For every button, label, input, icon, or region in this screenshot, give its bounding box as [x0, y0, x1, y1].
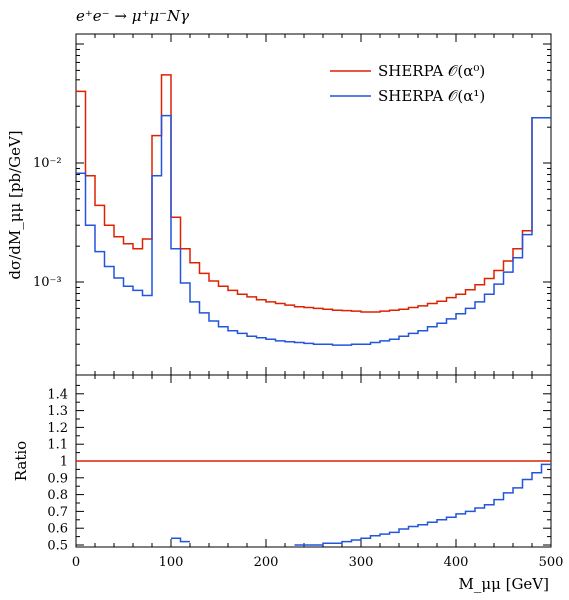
- ratio-panel: 0 100 200 300 400 500 0.5 0.6 0.7 0.8 0.91 1.1 1.2 1.…: [12, 374, 563, 593]
- main-axis-ticks: [75, 34, 552, 375]
- main-plot-frame: [75, 33, 552, 376]
- x-axis-title: M_μμ [GeV]: [458, 575, 549, 593]
- y-tick-label-ratio: 1: [60, 455, 68, 470]
- y-axis-title: dσ/dM_μμ [pb/GeV]: [6, 130, 24, 279]
- y-tick-label-ratio: 1.2: [47, 421, 68, 436]
- legend: SHERPA 𝒪(α⁰) SHERPA 𝒪(α¹): [330, 62, 485, 105]
- ratio-axis-ticks: 0 100 200 300 400 500 0.5 0.6 0.7 0.8 0.91 1.1 1.2 1.…: [47, 375, 563, 570]
- y-tick-label-ratio: 1.4: [47, 387, 68, 402]
- y-tick-label-ratio: 0.8: [47, 488, 68, 503]
- y-tick-label-ratio: 0.9: [47, 471, 68, 486]
- legend-label-alpha1: SHERPA 𝒪(α¹): [378, 87, 485, 105]
- main-panel: 10⁻² 10⁻³ dσ/dM_μμ [pb/GeV] SHERPA 𝒪(α⁰)…: [6, 33, 552, 376]
- ratio-y-axis-title: Ratio: [12, 441, 30, 481]
- x-tick-label: 0: [72, 555, 80, 570]
- series-line-main-0: [76, 74, 551, 313]
- y-tick-label-ratio: 0.5: [47, 539, 68, 554]
- ratio-series-group: [76, 460, 551, 546]
- chart-title: e⁺e⁻ → μ⁺μ⁻Nγ: [76, 7, 189, 25]
- x-tick-label: 100: [159, 555, 184, 570]
- x-tick-label: 500: [539, 555, 564, 570]
- y-tick-label: 10⁻³: [33, 275, 62, 290]
- x-tick-label: 200: [254, 555, 279, 570]
- y-tick-label-ratio: 1.1: [47, 438, 68, 453]
- series-line-main-1: [76, 114, 551, 346]
- x-tick-label: 400: [444, 555, 469, 570]
- y-tick-label: 10⁻²: [33, 156, 62, 171]
- y-tick-label-ratio: 1.3: [47, 404, 68, 419]
- series-line-ratio-1: [171, 463, 551, 546]
- legend-label-alpha0: SHERPA 𝒪(α⁰): [378, 62, 485, 80]
- y-tick-label-ratio: 0.7: [47, 505, 68, 520]
- main-series-group: [76, 74, 551, 346]
- y-tick-label-ratio: 0.6: [47, 522, 68, 537]
- x-tick-label: 300: [349, 555, 374, 570]
